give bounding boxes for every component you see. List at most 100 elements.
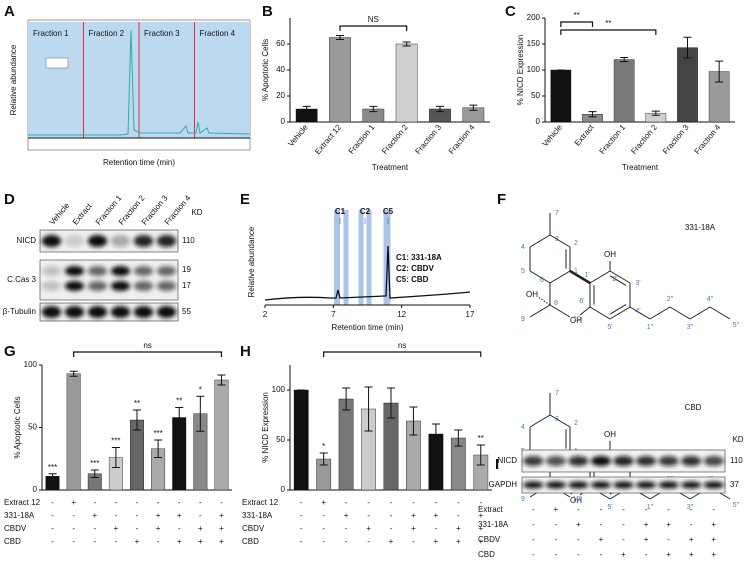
sign: -: [577, 535, 580, 544]
kd-label: 17: [182, 281, 191, 290]
fraction-region: [139, 22, 195, 138]
error-bar: [154, 439, 163, 458]
sign: -: [115, 511, 118, 520]
sign: -: [72, 537, 75, 546]
sign: +: [576, 520, 581, 529]
y-axis-label: % Apoptotic Cells: [261, 39, 270, 101]
significance: ***: [90, 459, 99, 468]
y-tick-label: 50: [531, 91, 540, 100]
sign: +: [92, 511, 97, 520]
band: [545, 481, 566, 489]
panel-label: B: [262, 3, 273, 20]
error-bar: [217, 374, 226, 386]
y-axis-label: % NICD Expression: [261, 392, 270, 463]
atom-number: 9: [521, 316, 525, 323]
band: [568, 456, 589, 466]
sign: +: [198, 537, 203, 546]
sign: -: [554, 550, 557, 559]
x-tick-label: Extract: [573, 122, 596, 147]
bond: [589, 270, 611, 284]
sign: -: [712, 505, 715, 514]
bond: [589, 306, 611, 320]
sign: -: [600, 505, 603, 514]
sign: +: [71, 498, 76, 507]
bracket-label: NS: [368, 15, 379, 24]
x-axis-label: Retention time (min): [331, 323, 403, 332]
band: [156, 281, 177, 291]
lane-label: Vehicle: [48, 201, 72, 227]
error-bar: [69, 370, 78, 377]
atom-number: 4: [521, 244, 525, 251]
sign: +: [219, 524, 224, 533]
sign: -: [412, 498, 415, 507]
band: [110, 281, 131, 291]
sign: -: [157, 498, 160, 507]
panel-label: E: [240, 191, 250, 208]
band: [64, 306, 85, 318]
y-tick-label: 100: [24, 360, 38, 369]
bond: [709, 306, 731, 320]
x-tick-label: Fraction 2: [380, 122, 410, 155]
fraction-label: Fraction 3: [144, 29, 180, 38]
panel-label: H: [240, 343, 251, 360]
bracket-label: **: [605, 19, 611, 28]
bond: [529, 270, 551, 284]
sign: -: [577, 550, 580, 559]
band: [87, 266, 108, 276]
x-tick-label: Fraction 2: [629, 122, 659, 155]
sign: +: [177, 537, 182, 546]
sign: -: [532, 520, 535, 529]
sign: -: [72, 511, 75, 520]
x-tick-label: Fraction 1: [347, 122, 377, 155]
sign: -: [622, 505, 625, 514]
sign: -: [322, 524, 325, 533]
peak-label: C5: [383, 207, 394, 216]
sign: -: [72, 524, 75, 533]
sign: -: [51, 498, 54, 507]
band: [590, 456, 612, 466]
band: [110, 235, 131, 247]
band: [590, 481, 612, 489]
kd-header: KD: [732, 435, 743, 444]
error-bar: [319, 452, 328, 466]
sign: +: [456, 524, 461, 533]
band: [41, 281, 62, 291]
band: [133, 235, 154, 247]
y-tick-label: 40: [276, 65, 285, 74]
sign: +: [711, 535, 716, 544]
sign: -: [667, 505, 670, 514]
sign: -: [412, 537, 415, 546]
sign: +: [666, 520, 671, 529]
y-tick-label: 0: [281, 117, 286, 126]
error-bar: [342, 387, 351, 411]
kd-label: 55: [182, 307, 191, 316]
sign: +: [666, 550, 671, 559]
row-label: 331-18A: [478, 520, 509, 529]
sign: -: [532, 550, 535, 559]
x-tick-label: Vehicle: [541, 122, 565, 148]
row-label: CBD: [242, 537, 259, 546]
legend-entry: C2: CBDV: [396, 264, 434, 273]
y-tick-label: 200: [527, 13, 541, 22]
band: [133, 266, 154, 276]
bar: [550, 69, 572, 123]
atom-number: 1'': [647, 324, 654, 331]
sign: -: [51, 537, 54, 546]
sign: -: [136, 498, 139, 507]
sign: +: [711, 550, 716, 559]
error-bar: [90, 469, 99, 478]
bar: [395, 43, 418, 123]
atom-number: 6': [579, 298, 584, 305]
band: [523, 481, 544, 489]
peak-band: [366, 210, 372, 305]
atom-number: 7: [555, 390, 559, 397]
sign: -: [367, 537, 370, 546]
sign: +: [114, 524, 119, 533]
sign: -: [367, 511, 370, 520]
legend-entry: C5: CBD: [396, 275, 429, 284]
sign: -: [300, 524, 303, 533]
fraction-label: Fraction 2: [89, 29, 125, 38]
bar: [293, 389, 309, 491]
x-tick-label: Fraction 4: [447, 122, 477, 155]
